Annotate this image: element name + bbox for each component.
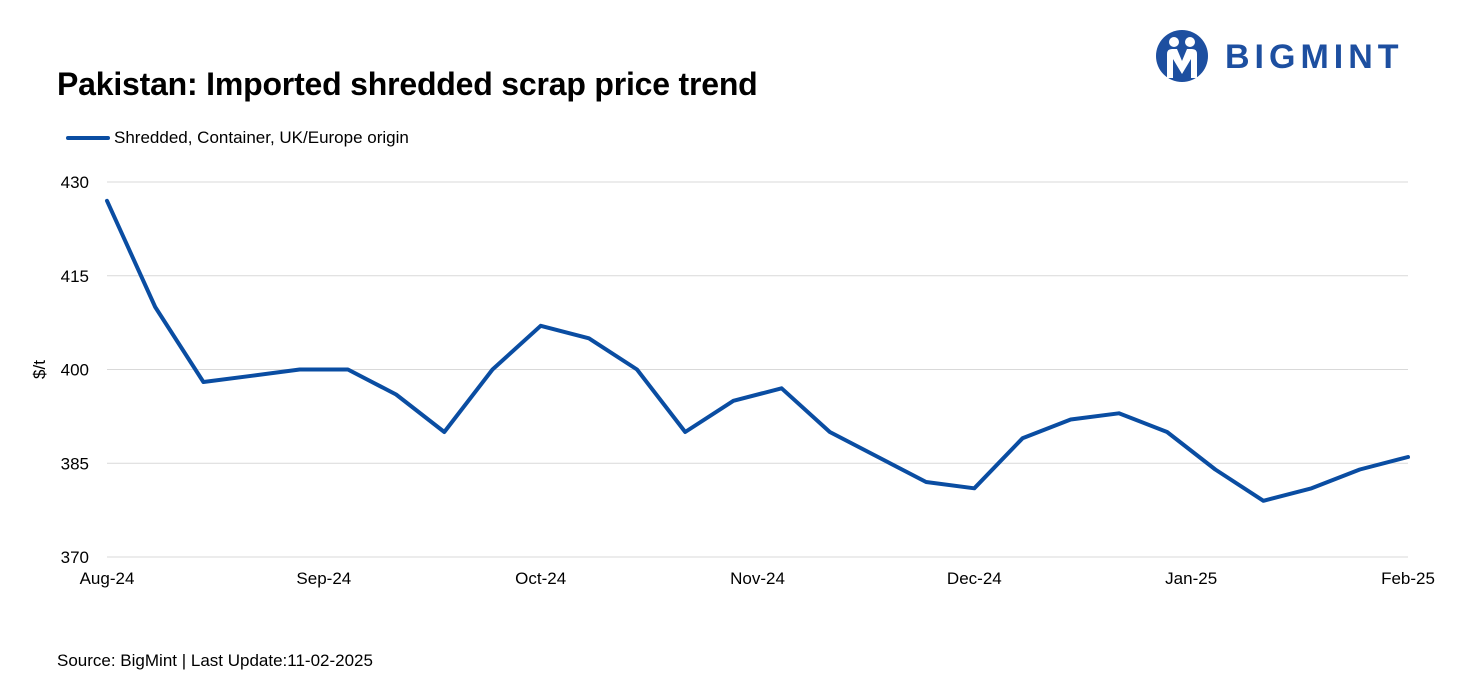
bigmint-logo: BIGMINT [1155, 28, 1445, 84]
source-note: Source: BigMint | Last Update:11-02-2025 [57, 651, 373, 670]
y-tick-label: 400 [61, 361, 89, 380]
chart-title: Pakistan: Imported shredded scrap price … [57, 66, 758, 102]
brand-name: BIGMINT [1225, 38, 1404, 76]
y-tick-label: 430 [61, 173, 89, 192]
legend: Shredded, Container, UK/Europe origin [66, 127, 409, 149]
x-tick-label: Dec-24 [947, 569, 1002, 588]
x-tick-label: Jan-25 [1165, 569, 1217, 588]
legend-label: Shredded, Container, UK/Europe origin [114, 128, 409, 147]
x-axis-ticks: Aug-24 Sep-24 Oct-24 Nov-24 Dec-24 Jan-25 Feb-… [80, 569, 1435, 588]
legend-swatch [66, 136, 110, 140]
x-tick-label: Oct-24 [515, 569, 566, 588]
logo-mark-icon [1156, 30, 1208, 82]
x-tick-label: Feb-25 [1381, 569, 1435, 588]
y-axis-label: $/t [30, 360, 49, 379]
y-tick-label: 415 [61, 267, 89, 286]
x-tick-label: Nov-24 [730, 569, 785, 588]
x-tick-label: Sep-24 [296, 569, 351, 588]
y-tick-label: 385 [61, 454, 89, 473]
y-tick-label: 370 [61, 548, 89, 567]
series-line-0 [105, 198, 1410, 503]
x-tick-label: Aug-24 [80, 569, 135, 588]
y-axis-ticks: 370 385 400 415 430 [61, 173, 89, 567]
series-lines [105, 198, 1410, 503]
